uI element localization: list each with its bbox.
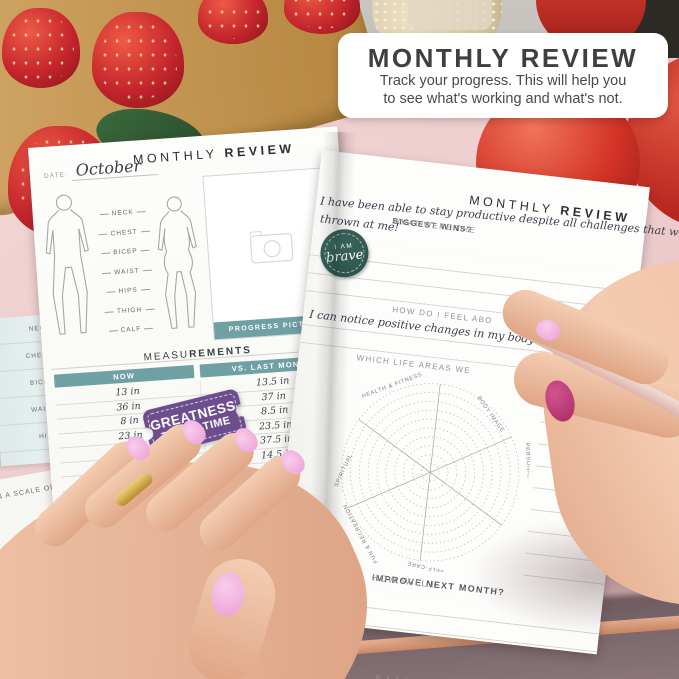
wheel-label-self-care: SELF-CARE <box>406 559 444 574</box>
strawberry <box>198 0 268 44</box>
callout-subtitle-line1: Track your progress. This will help you <box>379 72 627 89</box>
left-page: DATE: October MONTHLY REVIEW NECK <box>28 126 371 627</box>
callout-subtitle-line2: to see what's working and what's not. <box>383 90 623 107</box>
leader-line <box>99 213 109 216</box>
leader-line <box>142 269 152 272</box>
leader-line <box>104 311 115 313</box>
leader-line <box>144 327 154 330</box>
strawberry <box>2 8 80 88</box>
leader-line <box>98 233 108 236</box>
body-part-label-text: THIGH <box>116 306 143 315</box>
date-label: DATE: <box>43 171 68 180</box>
male-figure-icon <box>45 194 89 335</box>
leader-line <box>140 230 150 233</box>
left-page-title-light: MONTHLY <box>132 146 219 167</box>
wheel-label-health-fitness: HEALTH & FITNESS <box>361 372 423 400</box>
leader-line <box>140 289 150 291</box>
leader-line <box>136 211 146 213</box>
leader-line <box>108 330 118 333</box>
callout-title: MONTHLY REVIEW <box>367 42 639 73</box>
body-part-label-text: WAIST <box>113 267 140 277</box>
body-part-label-text: BICEP <box>113 247 138 257</box>
wheel-label-body-image: BODY IMAGE <box>476 396 506 434</box>
leader-line <box>140 250 150 252</box>
body-part-label-text: HIPS <box>118 286 139 296</box>
wheel-scale-number: 10 <box>374 674 381 679</box>
female-figure-icon <box>157 196 197 329</box>
strawberry <box>92 12 184 108</box>
monthly-review-callout: MONTHLY REVIEW Track your progress. This… <box>338 33 668 118</box>
badge-line1: I AM <box>333 241 354 251</box>
body-part-label: CALF <box>94 318 167 342</box>
leader-line <box>101 252 111 255</box>
left-page-title: MONTHLY REVIEW <box>133 141 296 166</box>
leader-line <box>145 308 155 310</box>
leader-line <box>106 291 116 294</box>
q4-light: HOW WILL I <box>371 572 436 590</box>
badge-line2: brave <box>325 246 365 266</box>
left-page-title-bold: REVIEW <box>224 141 296 161</box>
body-part-labels: NECK CHEST BICEP WAIST <box>86 201 167 342</box>
body-part-label-text: CALF <box>120 325 142 335</box>
leader-line <box>102 272 112 274</box>
answer-biggest-wins-line2: thrown at me! <box>319 212 400 235</box>
body-part-label-text: CHEST <box>110 228 138 238</box>
oats-jar <box>408 0 492 30</box>
camera-icon <box>249 232 294 264</box>
body-part-label-text: NECK <box>111 209 135 218</box>
